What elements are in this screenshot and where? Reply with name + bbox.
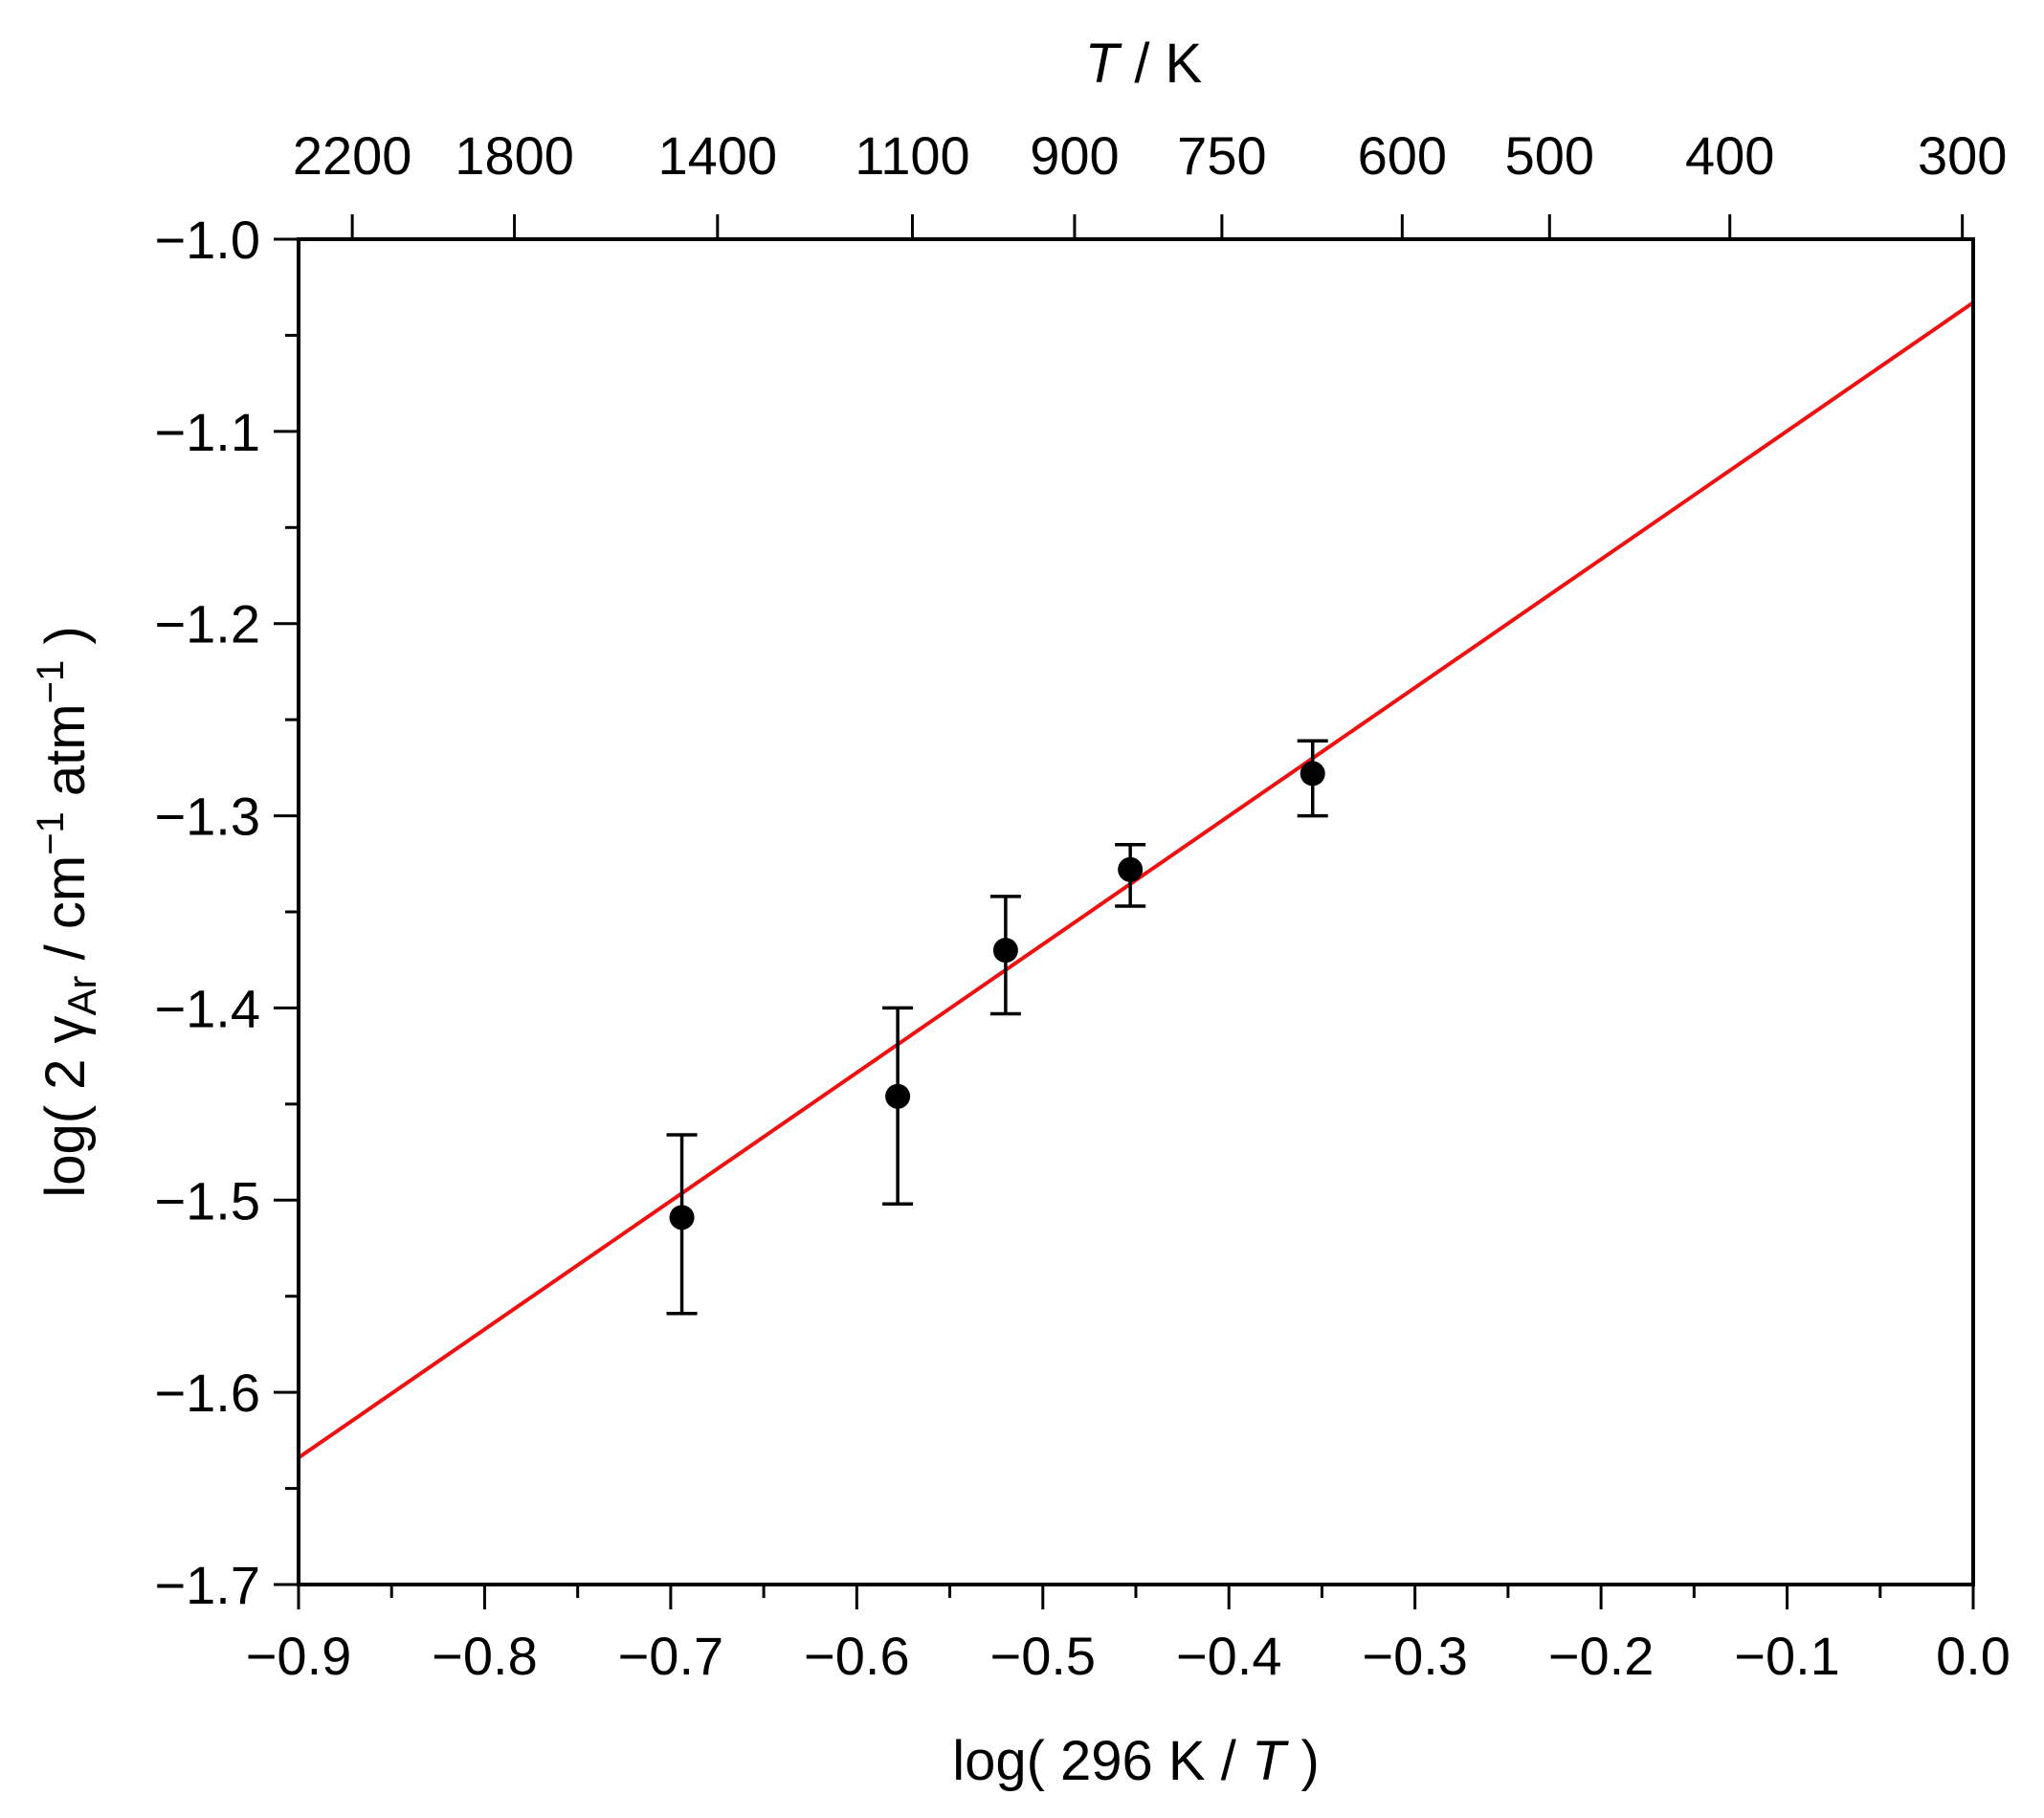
- data-point: [992, 938, 1018, 964]
- x-axis-title: log( 296 K / T ): [952, 1730, 1320, 1792]
- x-tick-label: −0.1: [1734, 1626, 1840, 1686]
- x-axis-title-suffix: ): [1285, 1730, 1319, 1792]
- y-axis-title-sub: Ar: [59, 975, 104, 1015]
- y-tick-label: −1.5: [154, 1170, 260, 1230]
- x-axis-title-italic: T: [1252, 1730, 1289, 1792]
- points-layer: [666, 739, 1328, 1316]
- x-tick-label: −0.5: [989, 1626, 1096, 1686]
- top-tick-label: 750: [1177, 125, 1266, 186]
- y-tick-label: −1.2: [154, 594, 260, 654]
- y-axis-title-prefix: log( 2 γ: [34, 1015, 97, 1197]
- x-tick-label: −0.4: [1176, 1626, 1282, 1686]
- top-tick-label: 500: [1505, 125, 1594, 186]
- data-point: [669, 1205, 695, 1230]
- x-tick-label: −0.8: [432, 1626, 538, 1686]
- top-tick-label: 600: [1358, 125, 1447, 186]
- data-point: [1300, 761, 1325, 787]
- y-tick-label: −1.1: [154, 402, 260, 462]
- x-tick-label: 0.0: [1936, 1626, 2011, 1686]
- y-tick-label: −1.7: [154, 1555, 260, 1615]
- x-tick-label: −0.7: [618, 1626, 724, 1686]
- top-x-axis-title: T / K: [1085, 33, 1203, 95]
- x-tick-label: −0.3: [1362, 1626, 1468, 1686]
- plot-frame: [297, 237, 1975, 1586]
- top-tick-label: 1100: [855, 125, 969, 186]
- x-axis-title-prefix: log( 296 K /: [952, 1730, 1252, 1792]
- top-x-axis-title-italic: T: [1085, 33, 1122, 95]
- top-tick-label: 2200: [293, 125, 412, 186]
- data-point: [1118, 856, 1144, 882]
- y-axis-title-sup2: −1: [30, 660, 72, 704]
- top-tick-label: 1400: [658, 125, 778, 186]
- y-tick-label: −1.0: [154, 210, 260, 270]
- top-tick-label: 400: [1685, 125, 1774, 186]
- x-tick-label: −0.2: [1548, 1626, 1655, 1686]
- y-axis-title: log( 2 γAr / cm−1 atm−1 ): [30, 626, 104, 1197]
- top-tick-label: 900: [1030, 125, 1119, 186]
- y-axis-title-suffix: ): [34, 626, 97, 659]
- y-axis-title-sup1: −1: [30, 811, 72, 855]
- y-axis-title-mid2: atm: [34, 703, 97, 811]
- y-tick-label: −1.4: [154, 978, 260, 1038]
- y-axis-title-mid1: / cm: [34, 855, 97, 976]
- x-tick-label: −0.6: [804, 1626, 910, 1686]
- data-point: [885, 1083, 911, 1109]
- y-tick-label: −1.3: [154, 787, 260, 847]
- top-x-axis-title-suffix: / K: [1119, 33, 1202, 95]
- ticks-layer: −0.9 −0.8 −0.7 −0.6 −0.5 −0.4 −0.3 −0.2 −0.1 0.0 −…: [154, 125, 2010, 1686]
- top-tick-label: 300: [1918, 125, 2007, 186]
- x-tick-label: −0.9: [246, 1626, 352, 1686]
- top-tick-label: 1800: [455, 125, 574, 186]
- y-tick-label: −1.6: [154, 1363, 260, 1423]
